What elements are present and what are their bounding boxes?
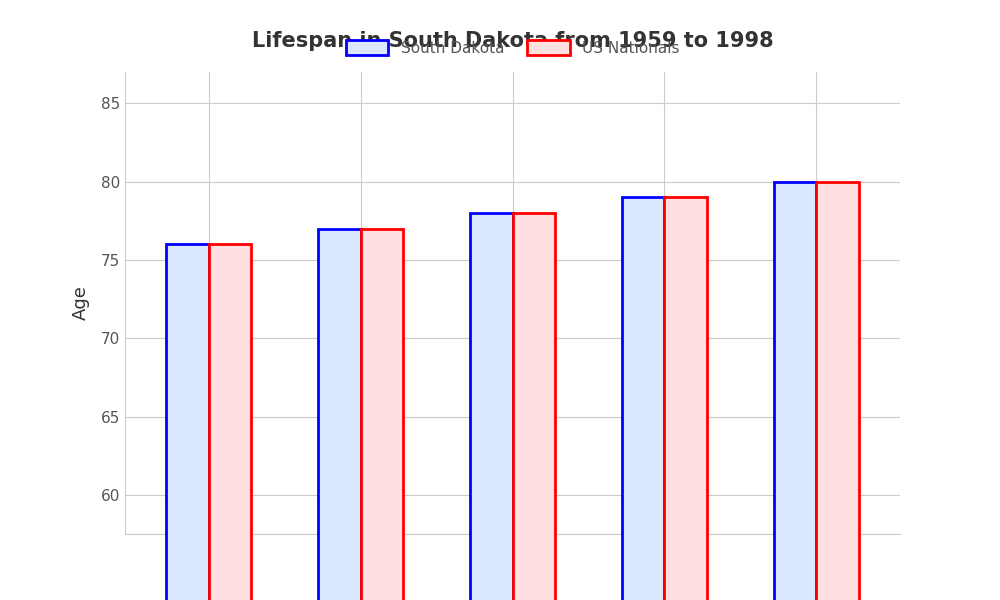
Bar — [664, 197, 707, 600]
Legend: South Dakota, US Nationals: South Dakota, US Nationals — [339, 34, 686, 62]
Bar — [774, 182, 816, 600]
Bar — [816, 182, 859, 600]
Title: Lifespan in South Dakota from 1959 to 1998: Lifespan in South Dakota from 1959 to 19… — [252, 31, 773, 51]
Bar — [318, 229, 361, 600]
X-axis label: Year: Year — [493, 565, 532, 583]
Bar — [622, 197, 664, 600]
Bar — [512, 213, 555, 600]
Bar — [166, 244, 209, 600]
Bar — [361, 229, 403, 600]
Y-axis label: Age: Age — [72, 286, 90, 320]
Bar — [470, 213, 512, 600]
Bar — [209, 244, 251, 600]
